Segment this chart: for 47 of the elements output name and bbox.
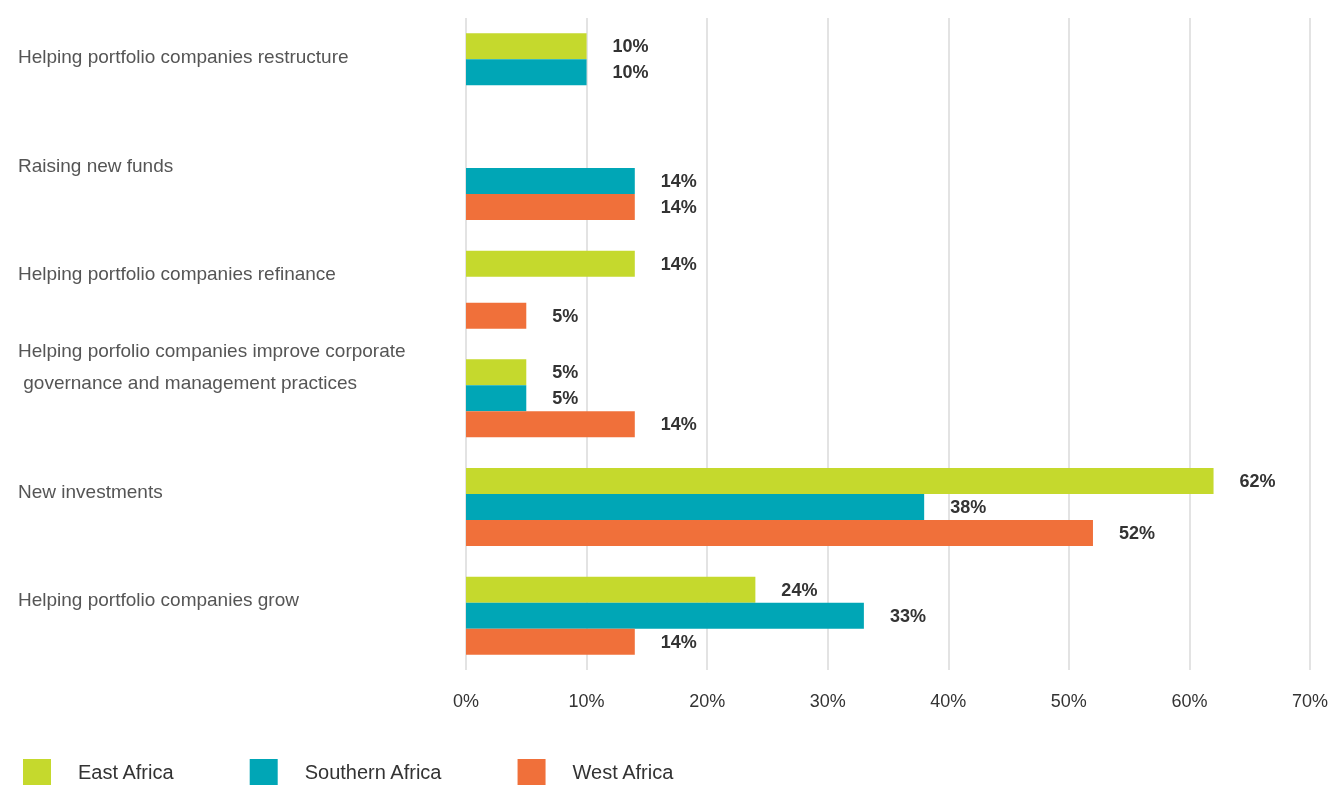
data-label: 14% <box>660 253 697 274</box>
x-tick-label: 50% <box>1050 691 1087 711</box>
data-label: 10% <box>612 36 649 57</box>
bar <box>466 359 527 386</box>
data-label: 5% <box>552 388 579 409</box>
data-label: 52% <box>1118 523 1155 543</box>
legend-label: West Africa <box>572 761 675 783</box>
data-label: 14% <box>660 171 697 191</box>
bar <box>466 33 587 60</box>
bar <box>466 411 635 438</box>
bar <box>466 385 527 412</box>
bar <box>466 494 925 520</box>
y-tick-label: Helping portfolio companies refinance <box>18 263 336 285</box>
y-tick-label: New investments <box>18 480 163 502</box>
x-tick-label: 0% <box>452 691 480 711</box>
data-label: 10% <box>612 62 649 83</box>
data-label: 14% <box>660 197 697 217</box>
bar <box>466 168 635 194</box>
bar <box>466 468 1214 494</box>
legend-label: East Africa <box>78 761 175 783</box>
data-label: 24% <box>781 579 818 600</box>
data-label: 14% <box>660 631 697 652</box>
x-tick-label: 60% <box>1171 691 1208 711</box>
y-tick-label: Raising new funds <box>18 154 174 176</box>
data-label: 5% <box>552 305 579 326</box>
y-tick-label: Helping portfolio companies grow <box>18 589 300 611</box>
y-tick-label: Helping porfolio companies improve corporate governance and management practices <box>18 339 406 393</box>
data-label: 38% <box>950 497 987 517</box>
data-label: 62% <box>1239 471 1276 491</box>
bar <box>466 628 635 655</box>
bar <box>466 602 864 629</box>
x-tick-label: 40% <box>930 691 967 711</box>
bar <box>466 576 756 603</box>
bar <box>466 302 527 329</box>
bar <box>466 520 1093 546</box>
x-tick-label: 30% <box>809 691 846 711</box>
data-label: 5% <box>552 362 579 383</box>
data-label: 14% <box>660 414 697 435</box>
x-tick-label: 20% <box>689 691 726 711</box>
y-tick-label: Helping portfolio companies restructure <box>18 45 349 67</box>
bar <box>466 250 635 277</box>
x-tick-label: 10% <box>568 691 605 711</box>
data-label: 33% <box>889 605 926 626</box>
legend-label: Southern Africa <box>304 761 443 783</box>
bar <box>466 194 635 220</box>
bar <box>466 59 587 86</box>
x-tick-label: 70% <box>1291 691 1329 711</box>
